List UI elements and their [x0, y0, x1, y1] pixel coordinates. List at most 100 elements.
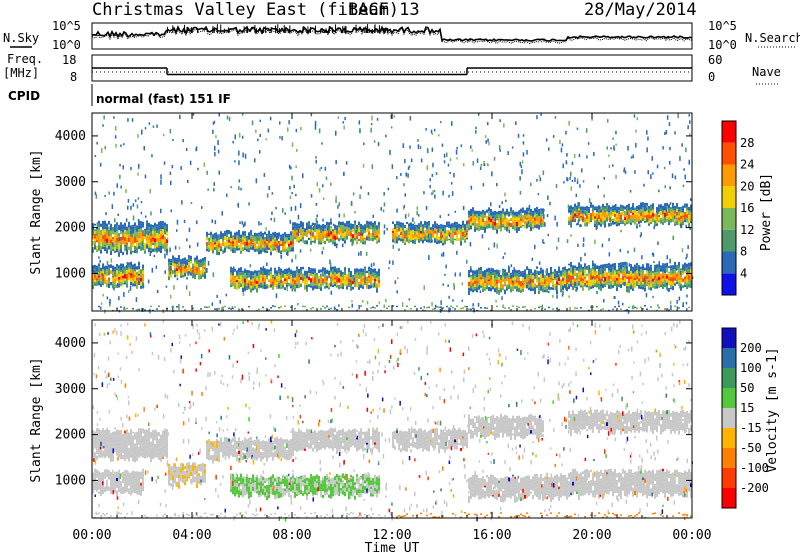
power-cell: [674, 175, 677, 180]
velocity-cell: [148, 427, 150, 430]
power-cell: [284, 241, 286, 244]
power-cell: [680, 280, 682, 285]
velocity-cell: [122, 476, 124, 479]
power-cell: [614, 210, 616, 213]
power-cell: [612, 278, 614, 282]
power-cell: [626, 282, 628, 287]
power-cell: [570, 224, 572, 228]
power-cell: [526, 222, 528, 224]
power-cell: [548, 290, 550, 293]
power-cell: [616, 272, 618, 275]
power-cell: [244, 242, 246, 246]
power-cell: [404, 236, 406, 239]
power-cell: [555, 183, 558, 189]
velocity-cell: [134, 438, 136, 440]
power-cell: [418, 229, 420, 233]
power-cell: [588, 277, 590, 280]
power-cell: [650, 208, 652, 211]
power-cell: [214, 152, 216, 157]
power-cell: [346, 286, 348, 290]
power-cell: [529, 212, 532, 216]
power-cell: [678, 296, 681, 301]
power-cell: [610, 272, 612, 275]
power-cell: [238, 132, 241, 138]
power-cell: [472, 281, 474, 284]
power-cell: [284, 305, 286, 307]
power-cell: [310, 282, 312, 286]
velocity-cell: [128, 482, 130, 486]
power-cell: [306, 288, 308, 292]
power-cell: [600, 309, 602, 311]
power-cell: [632, 203, 634, 205]
power-cell: [480, 266, 482, 271]
power-cell: [242, 247, 244, 252]
power-cell: [211, 302, 214, 306]
power-cell: [479, 290, 482, 293]
power-cell: [438, 228, 440, 233]
power-cell: [116, 283, 119, 286]
power-cell: [434, 304, 437, 308]
power-cell: [110, 281, 112, 286]
power-cell: [138, 222, 140, 226]
power-cell: [116, 270, 118, 275]
power-cell: [376, 241, 378, 244]
power-cell: [424, 231, 426, 237]
power-cell: [628, 283, 630, 287]
power-cell: [600, 212, 602, 215]
power-cell: [570, 222, 572, 226]
power-cell: [222, 308, 224, 312]
power-cell: [504, 276, 506, 280]
power-cell: [640, 274, 642, 280]
power-cell: [620, 220, 622, 223]
velocity-cell: [116, 446, 118, 451]
velocity-cell: [94, 477, 96, 481]
power-cell: [482, 288, 484, 292]
power-cell: [526, 218, 528, 220]
power-cell: [474, 228, 476, 232]
power-cell: [446, 305, 448, 308]
power-cell: [260, 249, 262, 254]
power-cell: [282, 270, 284, 274]
power-cell: [389, 149, 391, 155]
power-cell: [558, 281, 560, 284]
power-cell: [403, 183, 405, 187]
power-cell: [504, 289, 506, 295]
power-cell: [530, 271, 532, 274]
power-cell: [114, 245, 116, 248]
power-cell: [224, 236, 226, 240]
power-cell: [502, 304, 504, 308]
power-cell: [668, 266, 670, 268]
power-cell: [608, 273, 610, 276]
power-cell: [642, 308, 644, 310]
power-cell: [130, 247, 132, 251]
velocity-cell: [138, 428, 140, 432]
power-cell: [244, 245, 246, 249]
power-cell: [346, 284, 348, 287]
power-cell: [306, 270, 308, 275]
power-cell: [320, 239, 322, 243]
velocity-cell: [92, 433, 94, 437]
power-cell: [308, 273, 310, 277]
velocity-cell: [100, 487, 102, 490]
power-cell: [326, 275, 328, 278]
power-cell: [678, 207, 680, 210]
power-cell: [530, 282, 532, 286]
power-cell: [596, 265, 598, 270]
power-cell: [447, 163, 450, 167]
velocity-cell: [98, 443, 100, 447]
power-cell: [446, 225, 448, 228]
power-cell: [574, 273, 576, 277]
power-cell: [633, 247, 636, 253]
power-cell: [143, 146, 145, 151]
power-cell: [584, 263, 586, 267]
power-cell: [512, 222, 514, 226]
velocity-cell: [100, 451, 102, 456]
power-cell: [496, 223, 498, 225]
power-cell: [322, 269, 324, 274]
power-cell: [344, 278, 346, 282]
power-cell: [566, 287, 568, 292]
power-cell: [98, 277, 100, 282]
power-cell: [110, 232, 112, 237]
power-cell: [478, 212, 480, 217]
power-cell: [254, 236, 256, 241]
